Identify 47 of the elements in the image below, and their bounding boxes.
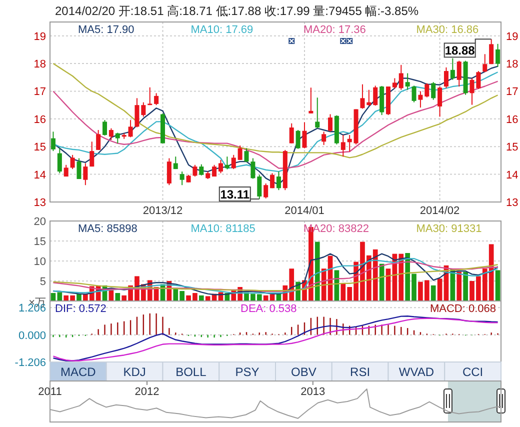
text: MA30: 16.86 — [416, 24, 479, 36]
y2-tick-label: 14 — [506, 169, 518, 182]
y2-tick-label: 18 — [506, 58, 518, 71]
chart-title: 2014/02/20 开:18.51 高:18.71 低:17.88 收:17.99 量:79455 幅:-3.85% — [55, 4, 419, 18]
category-label: PSY — [235, 365, 260, 379]
y-tick-label: 5 — [40, 276, 46, 288]
x-tick-label: 2013 — [300, 386, 326, 398]
y-tick-label: 19 — [34, 30, 46, 43]
y2-tick-label: 17 — [506, 86, 518, 98]
text: DIF: 0.572 — [55, 303, 106, 315]
category-label: KDJ — [123, 365, 146, 379]
category-label: BOLL — [176, 365, 207, 379]
x-tick-label: 2011 — [38, 386, 62, 398]
y-tick-label: 13 — [34, 197, 46, 209]
y-tick-label: -1.206 — [14, 357, 46, 369]
category-label: RSI — [350, 365, 370, 379]
y2-tick-label: 19 — [506, 30, 518, 43]
x-tick-label: 2014/02 — [420, 205, 460, 217]
text: MA5: 17.90 — [78, 24, 134, 36]
x-tick-label: 2012 — [134, 386, 160, 398]
x-tick-label: 2013/12 — [142, 205, 183, 217]
y-tick-label: 20 — [34, 216, 46, 228]
y-tick-label: 14 — [34, 169, 46, 182]
y2-tick-label: 15 — [506, 142, 518, 154]
category-label: WVAD — [398, 365, 434, 379]
text: MA5: 85898 — [78, 223, 138, 235]
y-tick-label: 16 — [34, 114, 46, 126]
y-tick-label: 15 — [34, 236, 46, 248]
text: MA10: 17.69 — [190, 24, 254, 36]
text: MA20: 17.36 — [304, 24, 366, 36]
x-tick-label: 2014/01 — [284, 205, 324, 217]
y-tick-label: 18 — [34, 58, 46, 71]
series-label: MACD: 0.068 — [430, 303, 496, 315]
text: MA30: 91331 — [416, 223, 482, 235]
category-label: OBV — [291, 365, 316, 379]
y-tick-label: 15 — [34, 142, 46, 154]
category-label: MACD — [60, 365, 96, 379]
y-tick-label: 17 — [34, 86, 46, 98]
annotation: 13.11 — [220, 188, 250, 202]
text: MA10: 81185 — [190, 223, 256, 235]
y-tick-label: 0.000 — [18, 330, 46, 342]
annotation: 18.88 — [444, 44, 476, 58]
category-label: CCI — [462, 365, 484, 379]
y2-tick-label: 13 — [506, 197, 518, 209]
y2-tick-label: 16 — [506, 114, 518, 126]
y-tick-label: 10 — [34, 256, 46, 268]
text: DEA: 0.538 — [240, 303, 297, 315]
